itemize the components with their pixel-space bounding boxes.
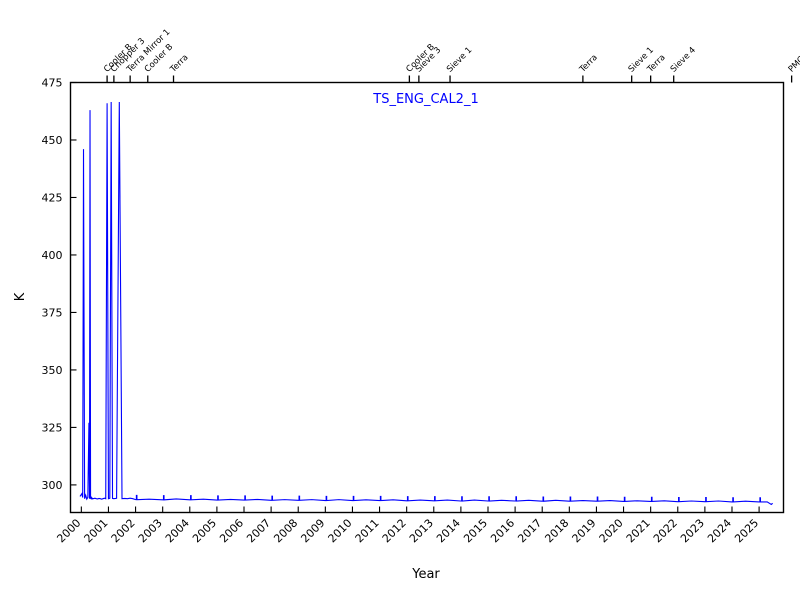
x-tick-label: 2013 (407, 516, 436, 545)
x-axis-title: Year (411, 567, 440, 582)
x-axis-ticks (80, 506, 760, 513)
event-label: Terra (168, 53, 191, 76)
event-label: PMC 2 (787, 49, 800, 75)
y-tick-label: 475 (42, 77, 63, 90)
x-tick-label: 2001 (82, 516, 111, 545)
series-legend-label: TS_ENG_CAL2_1 (372, 92, 478, 107)
x-axis-tick-labels: 2000200120022003200420052006200720082009… (54, 516, 761, 545)
x-tick-label: 2012 (380, 516, 409, 545)
x-tick-label: 2011 (353, 516, 382, 545)
x-tick-label: 2006 (217, 516, 246, 545)
x-tick-label: 2008 (271, 516, 300, 545)
x-tick-label: 2023 (678, 516, 707, 545)
x-tick-label: 2014 (434, 516, 463, 545)
x-tick-label: 2010 (326, 516, 355, 545)
y-tick-label: 325 (42, 421, 63, 434)
x-tick-label: 2016 (488, 516, 517, 545)
x-tick-label: 2019 (570, 516, 599, 545)
x-tick-label: 2022 (651, 516, 680, 545)
x-tick-label: 2009 (298, 516, 327, 545)
event-label: Sieve 4 (669, 45, 698, 74)
series-line-1 (79, 102, 774, 506)
y-axis-tick-labels: 300 325 350 375 400 425 450 475 (42, 77, 63, 492)
x-tick-label: 2025 (732, 516, 761, 545)
x-tick-label: 2024 (705, 516, 734, 545)
x-tick-label: 2007 (244, 516, 273, 545)
x-tick-label: 2000 (54, 516, 83, 545)
x-tick-label: 2020 (597, 516, 626, 545)
x-tick-label: 2003 (136, 516, 165, 545)
x-tick-label: 2015 (461, 516, 490, 545)
y-tick-label: 350 (42, 364, 63, 377)
x-tick-label: 2002 (109, 516, 138, 545)
y-tick-label: 400 (42, 249, 63, 262)
event-tick-marks (106, 75, 793, 83)
y-tick-label: 375 (42, 306, 63, 319)
y-tick-label: 300 (42, 479, 63, 492)
y-axis-ticks (70, 81, 77, 486)
y-tick-label: 450 (42, 134, 63, 147)
event-label: Sieve 1 (445, 45, 474, 74)
x-tick-label: 2017 (515, 516, 544, 545)
x-tick-label: 2004 (163, 516, 192, 545)
x-tick-label: 2021 (624, 516, 653, 545)
event-label: Terra (577, 53, 600, 76)
data-series-group (79, 102, 774, 506)
x-tick-label: 2018 (542, 516, 571, 545)
plot-frame (69, 81, 785, 514)
x-tick-label: 2005 (190, 516, 219, 545)
y-tick-label: 425 (42, 191, 63, 204)
y-axis-title: K (13, 292, 28, 301)
